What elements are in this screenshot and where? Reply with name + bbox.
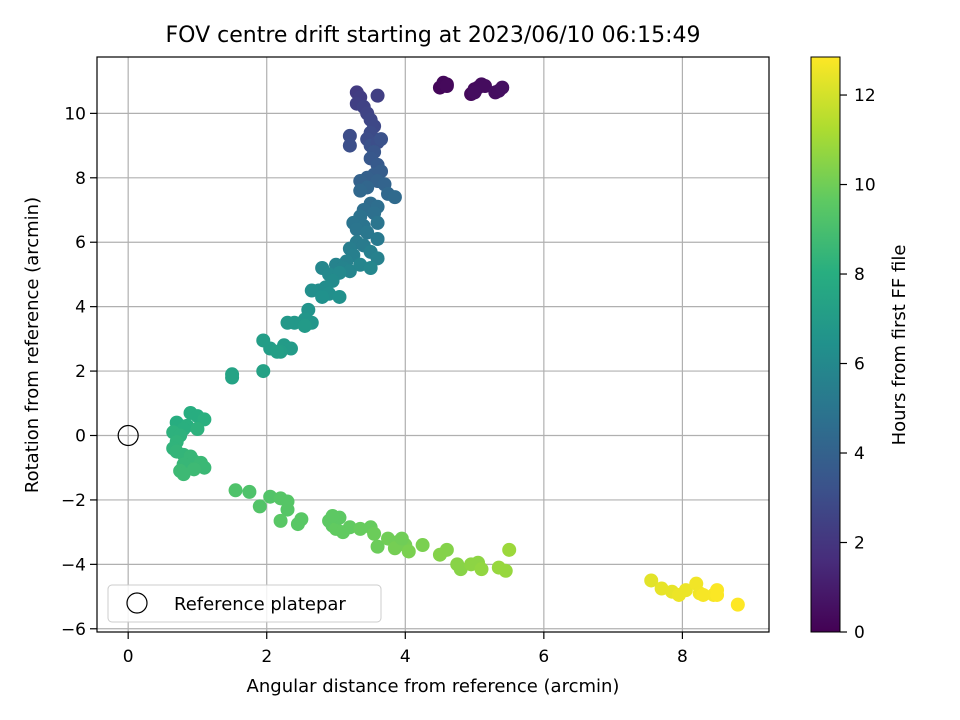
data-point: [730, 597, 745, 612]
data-point: [453, 562, 468, 577]
data-point: [297, 318, 312, 333]
data-point: [502, 542, 517, 557]
data-point: [696, 587, 711, 602]
y-tick-label: 6: [75, 233, 86, 253]
chart-title: FOV centre drift starting at 2023/06/10 …: [166, 23, 701, 48]
grid: [97, 57, 769, 632]
y-tick-label: 10: [64, 104, 86, 124]
data-point: [467, 85, 482, 100]
colorbar-tick-label: 4: [854, 444, 865, 464]
colorbar-gradient: [810, 56, 841, 633]
data-point: [401, 544, 416, 559]
data-point: [342, 520, 357, 535]
data-point: [256, 333, 271, 348]
y-axis-label: Rotation from reference (arcmin): [22, 197, 43, 493]
data-point: [263, 489, 278, 504]
colorbar-label: Hours from first FF file: [889, 245, 910, 446]
data-point: [342, 128, 357, 143]
data-point: [439, 78, 454, 93]
data-point: [387, 190, 402, 205]
x-tick-label: 6: [538, 647, 549, 667]
colorbar-tick-label: 12: [854, 86, 876, 106]
legend-box: [107, 584, 382, 623]
data-point: [498, 563, 513, 578]
x-tick-label: 0: [123, 647, 134, 667]
x-tick-label: 8: [677, 647, 688, 667]
legend-marker: [126, 592, 148, 614]
data-point: [495, 80, 510, 95]
data-point: [197, 412, 212, 427]
reference-point: [117, 424, 139, 447]
data-point: [370, 539, 385, 554]
data-point: [477, 78, 492, 93]
y-tick-label: 4: [75, 298, 86, 318]
data-point: [363, 260, 378, 275]
y-tick-label: −6: [61, 620, 86, 640]
y-tick-label: −4: [61, 555, 86, 575]
colorbar-tick-label: 0: [854, 623, 865, 643]
data-point: [370, 232, 385, 247]
x-tick-label: 4: [400, 647, 411, 667]
legend: Reference platepar: [107, 584, 382, 623]
data-point: [370, 88, 385, 103]
data-point: [186, 462, 201, 477]
x-axis-label: Angular distance from reference (arcmin): [247, 676, 620, 697]
legend-label: Reference platepar: [174, 594, 346, 615]
colorbar-tick-label: 6: [854, 355, 865, 375]
data-point: [374, 132, 389, 147]
data-point: [197, 460, 212, 475]
data-point: [242, 484, 257, 499]
colorbar-ticks: 0 2 4 6 8 10 12: [840, 86, 876, 643]
data-point: [353, 521, 368, 536]
colorbar-tick-label: 10: [854, 176, 876, 196]
data-point: [710, 587, 725, 602]
data-point: [360, 225, 375, 240]
data-point: [394, 531, 409, 546]
data-point: [228, 483, 243, 498]
data-point: [439, 542, 454, 557]
y-tick-label: 2: [75, 362, 86, 382]
data-point: [304, 283, 319, 298]
data-point: [270, 344, 285, 359]
data-point: [332, 289, 347, 304]
plot-frame: [96, 56, 770, 633]
data-point: [367, 526, 382, 541]
axes: 0 2 4 6 8 −6 −4 −2 0 2 4 6 8 10: [61, 104, 688, 667]
data-point: [190, 422, 205, 437]
data-points: [117, 75, 745, 612]
y-tick-label: −2: [61, 491, 86, 511]
data-point: [353, 183, 368, 198]
data-point: [294, 512, 309, 527]
data-point: [256, 364, 271, 379]
data-point: [342, 138, 357, 153]
y-tick-label: 8: [75, 169, 86, 189]
data-point: [315, 289, 330, 304]
x-tick-label: 2: [261, 647, 272, 667]
data-point: [644, 573, 659, 588]
data-point: [370, 215, 385, 230]
data-point: [252, 499, 267, 514]
colorbar-tick-label: 2: [854, 534, 865, 554]
data-point: [280, 502, 295, 517]
colorbar-tick-label: 8: [854, 265, 865, 285]
data-point: [225, 370, 240, 385]
data-point: [176, 467, 191, 482]
y-tick-label: 0: [75, 427, 86, 447]
data-point: [474, 562, 489, 577]
data-point: [280, 315, 295, 330]
data-point: [325, 509, 340, 524]
data-point: [342, 264, 357, 279]
data-point: [678, 583, 693, 598]
data-point: [273, 513, 288, 528]
colorbar: [810, 56, 841, 633]
data-point: [370, 251, 385, 266]
data-point: [415, 538, 430, 553]
